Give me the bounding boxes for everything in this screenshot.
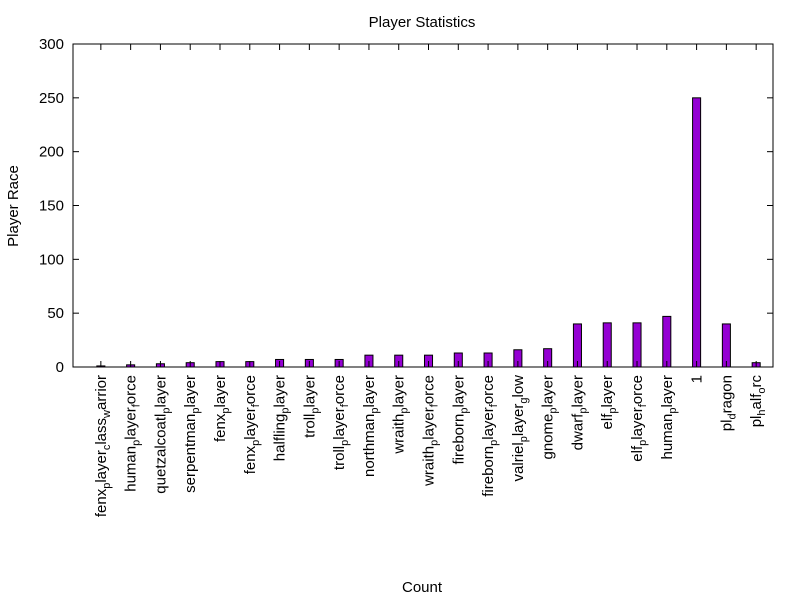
x-tick-label: fenxplayerforce bbox=[242, 375, 262, 474]
x-tick-label: halflingplayer bbox=[272, 375, 292, 461]
bar bbox=[632, 322, 642, 368]
x-tick-label: fenxplayerclasswarrior bbox=[93, 375, 113, 517]
x-tick-label: humanplayer bbox=[659, 375, 679, 460]
y-tick-label: 250 bbox=[39, 90, 64, 107]
x-tick-label: firebornplayerforce bbox=[480, 375, 500, 497]
x-tick-label: humanplayerforce bbox=[123, 375, 143, 492]
x-tick-label: pldragon bbox=[718, 375, 738, 431]
x-tick-label: wraithplayerforce bbox=[421, 375, 441, 487]
y-tick-label: 50 bbox=[47, 305, 64, 322]
x-tick-label: fenxplayer bbox=[212, 375, 232, 442]
y-tick-label: 100 bbox=[39, 251, 64, 268]
bars-group bbox=[96, 97, 761, 368]
bar bbox=[572, 323, 582, 368]
x-axis: fenxplayerclasswarrior humanplayerforce qu… bbox=[93, 44, 768, 517]
y-tick-label: 150 bbox=[39, 198, 64, 215]
x-tick-label: plhalforc bbox=[748, 375, 768, 428]
x-tick-label: trollplayer bbox=[301, 375, 321, 438]
y-tick-label: 200 bbox=[39, 144, 64, 161]
x-tick-label: elfplayerforce bbox=[629, 375, 649, 462]
x-tick-label: dwarfplayer bbox=[569, 375, 589, 450]
x-tick-label: serpentmanplayer bbox=[182, 375, 202, 493]
x-tick-label: 1 bbox=[689, 375, 706, 383]
bar bbox=[602, 322, 612, 368]
x-tick-label: valrielplayerglow bbox=[510, 375, 530, 482]
x-tick-label: elfplayer bbox=[599, 375, 619, 429]
bar bbox=[662, 315, 672, 368]
y-axis-label: Player Race bbox=[5, 165, 22, 247]
x-tick-label: firebornplayer bbox=[450, 375, 470, 465]
y-tick-label: 300 bbox=[39, 36, 64, 53]
x-tick-label: trollplayerforce bbox=[331, 375, 351, 470]
y-axis: 0 50 100 150 200 250 300 bbox=[39, 36, 773, 376]
x-tick-label: wraithplayer bbox=[391, 375, 411, 455]
x-axis-label: Count bbox=[402, 579, 443, 596]
x-tick-label: quetzalcoatlplayer bbox=[152, 375, 172, 494]
chart-title: Player Statistics bbox=[369, 14, 476, 31]
bar bbox=[692, 97, 702, 368]
y-tick-label: 0 bbox=[56, 359, 64, 376]
bar bbox=[721, 323, 731, 368]
x-tick-label: gnomeplayer bbox=[540, 375, 560, 460]
x-tick-label: northmanplayer bbox=[361, 375, 381, 477]
